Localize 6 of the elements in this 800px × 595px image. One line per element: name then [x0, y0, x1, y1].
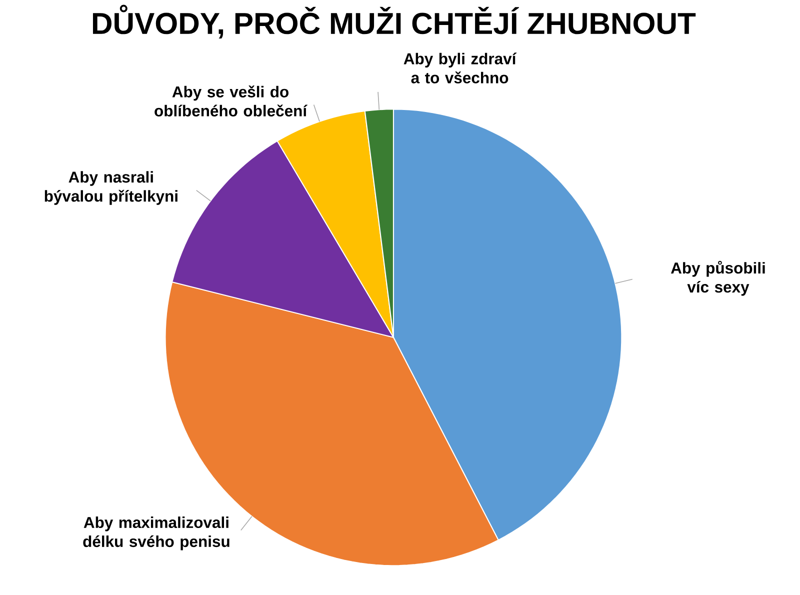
- slice-label: Aby působili víc sexy: [670, 260, 765, 296]
- slice-label: Aby nasrali bývalou přítelkyni: [44, 171, 178, 205]
- slice-label: Aby byli zdraví a to všechno: [404, 52, 517, 84]
- slice-label: Aby se vešli do oblíbeného oblečení: [154, 86, 308, 116]
- slice-label: Aby maximalizovali délku svého penisu: [83, 516, 230, 550]
- chart-title: DŮVODY, PROČ MUŽI CHTĚJÍ ZHUBNOUT: [92, 4, 696, 38]
